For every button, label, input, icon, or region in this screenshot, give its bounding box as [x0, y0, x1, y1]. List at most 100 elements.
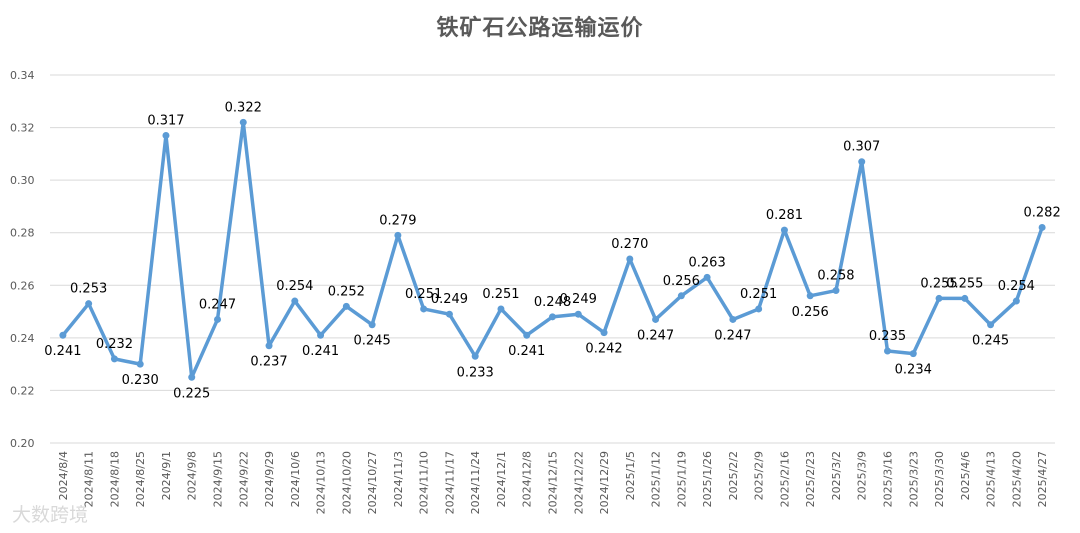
- data-point: [884, 347, 891, 355]
- y-tick-label: 0.24: [10, 332, 35, 345]
- data-point: [987, 321, 995, 329]
- data-label: 0.249: [431, 292, 468, 307]
- data-label: 0.225: [173, 386, 210, 401]
- x-tick-label: 2025/2/16: [778, 451, 791, 507]
- y-tick-label: 0.28: [10, 227, 35, 240]
- data-point: [549, 313, 556, 321]
- data-label: 0.254: [998, 279, 1035, 294]
- x-tick-label: 2024/10/6: [289, 451, 302, 507]
- x-tick-label: 2024/10/20: [340, 451, 353, 514]
- data-point: [265, 342, 273, 350]
- x-tick-label: 2025/4/27: [1036, 451, 1049, 507]
- x-tick-label: 2025/3/2: [830, 451, 843, 500]
- data-label: 0.281: [766, 208, 803, 223]
- data-label: 0.251: [740, 287, 777, 302]
- data-label: 0.247: [714, 328, 751, 343]
- data-point: [806, 292, 814, 300]
- x-tick-label: 2024/12/22: [572, 451, 585, 514]
- x-tick-label: 2024/9/22: [237, 451, 250, 507]
- data-label: 0.247: [199, 297, 236, 312]
- data-label: 0.252: [328, 284, 365, 299]
- data-label: 0.270: [611, 237, 648, 252]
- x-tick-label: 2024/11/24: [469, 451, 482, 514]
- data-point: [59, 331, 67, 339]
- x-tick-label: 2025/3/30: [933, 451, 946, 507]
- y-tick-label: 0.34: [10, 69, 35, 82]
- data-point: [780, 226, 788, 234]
- x-tick-label: 2025/1/5: [624, 451, 637, 500]
- x-tick-label: 2024/12/29: [598, 451, 611, 514]
- data-point: [162, 131, 170, 139]
- data-label: 0.322: [225, 100, 262, 115]
- x-tick-label: 2024/8/18: [108, 451, 121, 507]
- data-point: [703, 273, 711, 281]
- data-point: [497, 305, 505, 313]
- data-point: [214, 315, 221, 323]
- x-tick-label: 2025/1/12: [650, 451, 663, 507]
- x-tick-label: 2024/12/8: [521, 451, 534, 507]
- data-label: 0.237: [250, 355, 287, 370]
- data-label: 0.233: [457, 365, 494, 380]
- x-tick-label: 2024/12/15: [547, 451, 560, 514]
- data-label: 0.258: [817, 269, 854, 284]
- x-tick-label: 2025/2/2: [727, 451, 740, 500]
- x-tick-label: 2025/3/9: [856, 451, 869, 500]
- y-tick-label: 0.22: [10, 384, 35, 397]
- data-label: 0.241: [508, 344, 545, 359]
- data-label: 0.241: [44, 344, 81, 359]
- data-point: [935, 294, 943, 302]
- data-point: [1012, 297, 1020, 305]
- data-point: [909, 350, 917, 358]
- data-point: [317, 331, 325, 339]
- y-tick-label: 0.20: [10, 437, 35, 450]
- x-tick-label: 2025/1/19: [675, 451, 688, 507]
- data-point: [188, 373, 196, 381]
- data-point: [368, 321, 376, 329]
- x-tick-label: 2025/1/26: [701, 451, 714, 507]
- x-tick-label: 2025/3/23: [907, 451, 920, 507]
- x-tick-label: 2024/8/25: [134, 451, 147, 507]
- data-label: 0.255: [920, 276, 957, 291]
- data-point: [342, 302, 350, 310]
- data-label: 0.253: [70, 282, 107, 297]
- x-tick-label: 2024/10/27: [366, 451, 379, 514]
- data-label: 0.234: [895, 363, 932, 378]
- chart-title: 铁矿石公路运输运价: [436, 16, 644, 41]
- x-tick-label: 2024/8/4: [57, 451, 70, 500]
- data-label: 0.279: [379, 213, 416, 228]
- data-point: [136, 360, 144, 368]
- data-label: 0.232: [96, 337, 133, 352]
- data-label: 0.317: [147, 113, 184, 128]
- x-tick-label: 2024/10/13: [315, 451, 328, 514]
- data-point: [574, 310, 582, 318]
- x-tick-label: 2024/9/15: [212, 451, 225, 507]
- data-label: 0.241: [302, 344, 339, 359]
- data-label: 0.263: [689, 255, 726, 270]
- data-point: [858, 158, 866, 166]
- x-tick-label: 2024/11/17: [443, 451, 456, 514]
- data-label: 0.242: [585, 342, 622, 357]
- y-tick-label: 0.32: [10, 122, 35, 135]
- data-label: 0.307: [843, 140, 880, 155]
- data-point: [420, 305, 428, 313]
- y-tick-label: 0.30: [10, 174, 35, 187]
- x-tick-label: 2024/11/10: [418, 451, 431, 514]
- data-label: 0.248: [534, 295, 571, 310]
- data-point: [445, 310, 453, 318]
- data-label: 0.245: [354, 334, 391, 349]
- data-label: 0.256: [663, 274, 700, 289]
- data-point: [755, 305, 763, 313]
- data-point: [832, 287, 840, 295]
- x-tick-label: 2024/9/8: [186, 451, 199, 500]
- x-tick-label: 2025/4/20: [1010, 451, 1023, 507]
- data-point: [291, 297, 299, 305]
- data-point: [626, 255, 634, 263]
- x-tick-label: 2025/3/16: [882, 451, 895, 507]
- data-point: [600, 329, 608, 337]
- data-label: 0.254: [276, 279, 313, 294]
- x-tick-label: 2025/2/9: [753, 451, 766, 500]
- data-point: [471, 352, 479, 360]
- x-tick-label: 2024/9/29: [263, 451, 276, 507]
